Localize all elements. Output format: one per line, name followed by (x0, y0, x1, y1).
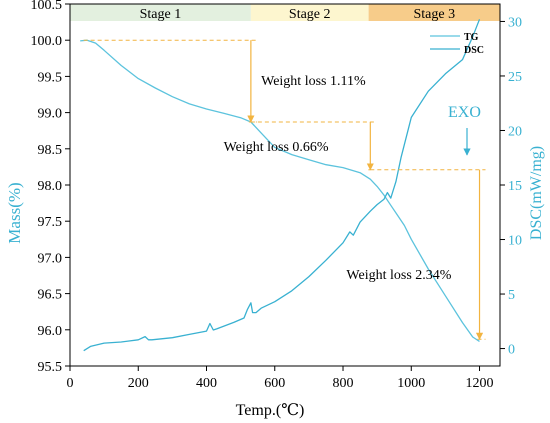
y-left-tick-label: 97.0 (38, 251, 63, 266)
x-axis-title: Temp.(℃) (236, 402, 305, 419)
series-layer (80, 19, 481, 352)
y-right-tick-label: 15 (508, 179, 522, 194)
legend-label-dsc: DSC (464, 45, 484, 56)
y-right-tick-label: 0 (508, 343, 515, 358)
y-right-tick-label: 30 (508, 15, 522, 30)
stage-band-3 (368, 4, 500, 21)
y-right-tick-label: 20 (508, 124, 522, 139)
stage-label-1: Stage 1 (140, 7, 182, 22)
y-left-tick-label: 100.0 (31, 34, 63, 49)
y-left-tick-label: 98.5 (38, 143, 63, 158)
left-axis-title: Mass(%) (5, 182, 24, 243)
series-line-dsc (83, 19, 481, 352)
y-left-tick-label: 96.0 (38, 324, 63, 339)
x-tick-label: 600 (264, 376, 285, 391)
axes: 0 200 400 600 800 1000 120095.596.096.597.097.… (31, 0, 523, 391)
series-line-tg (80, 39, 480, 342)
stage-label-3: Stage 3 (414, 7, 456, 22)
y-left-tick-label: 97.5 (38, 215, 63, 230)
weight-loss-label-2: Weight loss 0.66% (224, 140, 329, 155)
plot-frame (69, 3, 501, 367)
y-left-tick-label: 96.5 (38, 288, 63, 303)
weight-loss-label-3: Weight loss 2.34% (346, 268, 451, 283)
stage-label-2: Stage 2 (289, 7, 331, 22)
y-left-tick-label: 100.5 (31, 0, 63, 13)
y-left-tick-label: 99.0 (38, 107, 63, 122)
x-tick-label: 1000 (397, 376, 425, 391)
legend: TG DSC (430, 32, 484, 56)
annotations: Weight loss 1.11% Weight loss 0.66% Weight… (83, 39, 486, 340)
x-tick-label: 1200 (466, 376, 494, 391)
y-left-tick-label: 95.5 (38, 360, 63, 375)
exo-label: EXO (448, 104, 481, 121)
y-left-tick-label: 98.0 (38, 179, 63, 194)
weight-loss-label-1: Weight loss 1.11% (261, 74, 366, 89)
stage-bands: Stage 1 Stage 2 Stage 3 (70, 4, 500, 22)
legend-label-tg: TG (464, 32, 479, 43)
y-left-tick-label: 99.5 (38, 70, 63, 85)
x-tick-label: 400 (196, 376, 217, 391)
x-tick-label: 0 (67, 376, 74, 391)
y-right-tick-label: 10 (508, 234, 522, 249)
x-tick-label: 800 (333, 376, 354, 391)
stage-band-2 (250, 4, 369, 21)
y-right-tick-label: 5 (508, 288, 515, 303)
x-tick-label: 200 (128, 376, 149, 391)
right-axis-title: DSC(mW/mg) (528, 146, 545, 240)
stage-band-1 (70, 4, 251, 21)
y-right-tick-label: 25 (508, 70, 522, 85)
